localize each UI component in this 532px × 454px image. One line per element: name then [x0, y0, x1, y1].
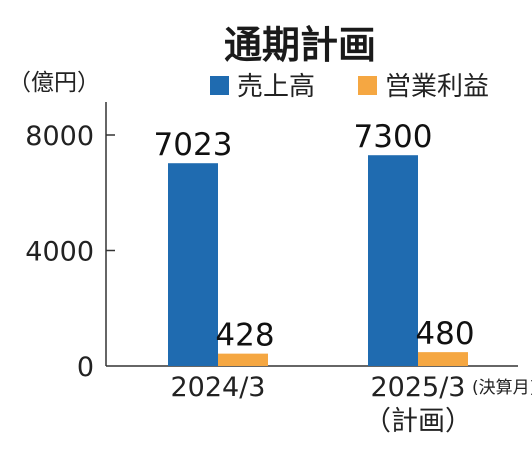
legend: 売上高 営業利益	[210, 72, 489, 102]
x-category-note: (決算月)	[472, 378, 532, 398]
y-tick-label: 8000	[25, 121, 94, 152]
y-tick-label: 0	[77, 352, 94, 383]
data-label: 7023	[154, 127, 233, 163]
bar-sales	[168, 163, 218, 366]
y-tick-label: 4000	[25, 237, 94, 268]
data-label: 480	[415, 316, 474, 352]
bar-sales	[368, 155, 418, 366]
x-category-sublabel: （計画）	[364, 406, 472, 437]
data-label: 7300	[354, 119, 433, 155]
legend-swatch	[210, 76, 229, 95]
legend-label: 営業利益	[385, 72, 489, 102]
x-category-label: 2024/3	[171, 372, 266, 403]
axes: 0 4000 8000 2024/3 2025/3 (決算月)（計画）	[25, 102, 532, 437]
y-axis-unit: （億円）	[8, 70, 100, 96]
x-category-label: 2025/3	[371, 372, 466, 403]
value-labels: 7023 428 7300 480	[154, 119, 475, 353]
legend-label: 売上高	[237, 72, 315, 102]
legend-swatch	[358, 76, 377, 95]
chart-title: 通期計画	[224, 23, 376, 67]
bar-operating-profit	[218, 353, 268, 366]
bars	[168, 155, 468, 366]
data-label: 428	[215, 318, 274, 354]
bar-operating-profit	[418, 352, 468, 366]
